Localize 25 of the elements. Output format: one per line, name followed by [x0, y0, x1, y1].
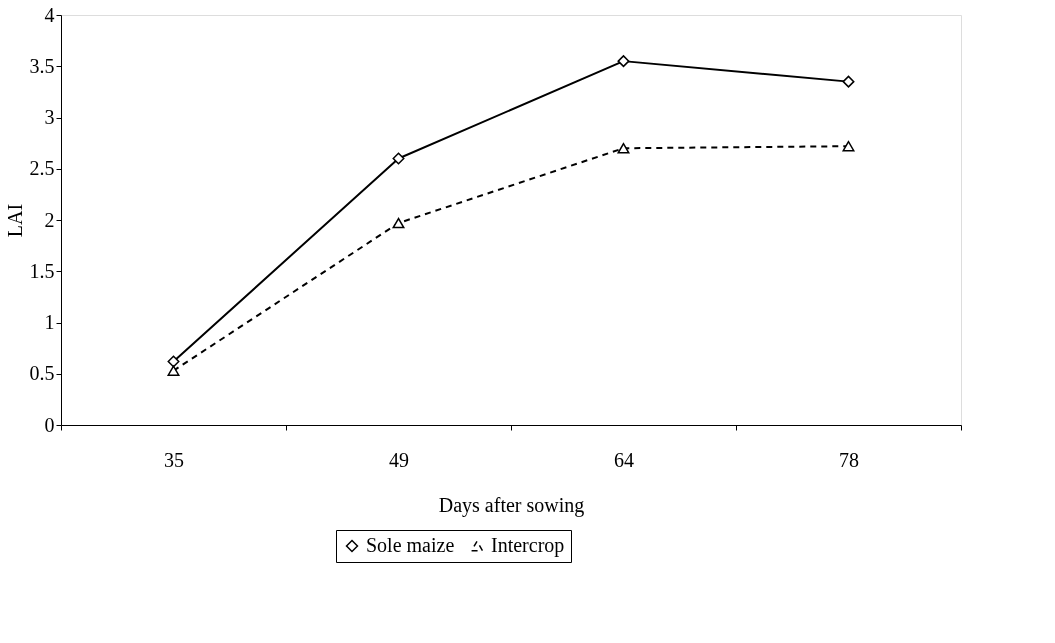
x-tick-label: 35 [164, 448, 184, 471]
y-tick-label: 2 [44, 208, 55, 231]
point [167, 365, 180, 376]
y-tick-label: 1.5 [29, 259, 55, 282]
point [842, 75, 855, 88]
y-axis-title: LAI [3, 203, 26, 238]
point [617, 142, 630, 154]
y-tick-label: 3.5 [29, 54, 55, 77]
legend-label: Sole maize [366, 534, 455, 556]
point [617, 55, 630, 68]
point [392, 217, 405, 229]
x-tick-label: 49 [389, 448, 409, 471]
y-tick-label: 3 [44, 106, 55, 128]
y-tick-label: 2.5 [29, 157, 55, 180]
x-tick-label: 64 [614, 448, 634, 471]
point [167, 355, 180, 368]
y-tick-label: 4 [44, 3, 55, 26]
y-tick-label: 0 [44, 413, 55, 436]
x-axis-title: Days after sowing [438, 493, 585, 517]
x-tick-label: 78 [839, 448, 859, 471]
point [842, 140, 855, 152]
legend-label: Intercrop [491, 534, 565, 557]
y-tick-label: 1 [44, 311, 55, 333]
point [392, 152, 405, 165]
y-tick-label: 0.5 [29, 362, 55, 385]
